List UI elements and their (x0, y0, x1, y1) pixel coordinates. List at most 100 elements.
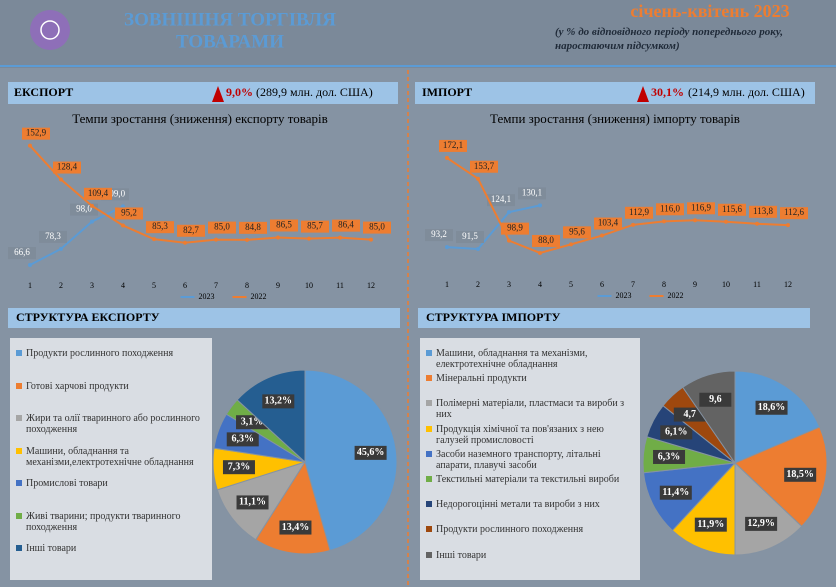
panel (418, 308, 810, 328)
slice (304, 369, 398, 552)
point (28, 143, 32, 148)
legend-label: Продукти рослинного походження (436, 524, 584, 536)
x-tick-label: 1 (28, 281, 32, 290)
data-label: 88,0 (538, 235, 554, 245)
data-label: 95,6 (569, 226, 585, 236)
label-bg (694, 517, 727, 532)
data-label: 112,9 (629, 207, 649, 217)
data-label: 4,7 (684, 409, 697, 420)
label-bg (501, 222, 529, 235)
data-label: 84,8 (245, 222, 261, 232)
label-bg (363, 221, 391, 234)
legend-label: 2022 (668, 291, 684, 300)
up-arrow (212, 86, 224, 102)
legend-label: Готові харчові продукти (26, 380, 129, 392)
label-bg (745, 516, 778, 531)
data-label: 45,6% (357, 447, 385, 458)
x-tick-label: 6 (183, 281, 187, 290)
legend-label: Інші товари (436, 549, 487, 561)
legend-swatch (16, 382, 22, 389)
data-label: 85,0 (214, 222, 230, 232)
legend-item: Продукти рослинного походження (426, 524, 634, 535)
x-tick-label: 2 (59, 281, 63, 290)
legend-label: Продукти рослинного походження (26, 348, 174, 359)
legend-item: Текстильні матеріали та текстильні вироб… (426, 474, 634, 485)
data-label: 11,9% (697, 519, 724, 530)
point (276, 235, 280, 240)
slice (734, 426, 828, 528)
point (538, 203, 542, 208)
chart-title: СТРУКТУРА ЕКСПОРТУ (16, 310, 160, 324)
chart-title: Темпи зростання (зниження) експорту това… (72, 111, 328, 126)
legend-swatch (16, 512, 22, 519)
label-bg (115, 207, 143, 220)
label-bg (659, 485, 692, 500)
x-tick-label: 7 (214, 281, 218, 290)
label-bg (653, 449, 686, 464)
data-label: 103,4 (598, 218, 619, 228)
up-arrow (637, 86, 649, 102)
label-bg (332, 219, 360, 232)
legend-item: Продукція хімічної та пов'язаних з нею г… (426, 424, 634, 446)
legend-label: Інші товари (26, 543, 77, 554)
legend-item: Жири та олії тваринного або рослинного п… (16, 413, 206, 435)
x-tick-label: 3 (507, 280, 511, 289)
data-label: 12,9% (747, 518, 775, 529)
label-bg (656, 203, 684, 216)
data-label: 13,2% (265, 396, 293, 407)
point (569, 242, 573, 247)
point (338, 235, 342, 240)
panel-label: ЕКСПОРТ (14, 85, 73, 99)
point (307, 236, 311, 241)
label-bg (456, 231, 484, 244)
legend-item: Полімерні матеріали, пластмаси та вироби… (426, 398, 634, 420)
label-bg (239, 221, 267, 234)
slice (236, 369, 306, 464)
point (245, 237, 249, 242)
point (59, 246, 63, 251)
legend-swatch (426, 400, 432, 407)
label-bg (301, 220, 329, 233)
x-tick-label: 4 (121, 281, 125, 290)
label-bg (222, 460, 255, 475)
legend-swatch (426, 375, 432, 382)
growth: 9,0% (226, 85, 253, 99)
legend-item: Живі тварини; продукти тваринного походж… (16, 511, 206, 533)
label-bg (699, 392, 732, 407)
legend-swatch (16, 415, 22, 421)
x-tick-label: 10 (305, 281, 313, 290)
x-tick-label: 11 (336, 281, 344, 290)
legend-label: Мінеральні продукти (436, 373, 527, 385)
legend-label: 2023 (199, 292, 215, 301)
label-bg (625, 206, 653, 219)
label-bg (53, 161, 81, 174)
legend-label: Машини, обладнання та механізми,електрот… (26, 445, 194, 468)
data-label: 109,4 (88, 188, 109, 198)
label-bg (518, 187, 546, 200)
point (121, 223, 125, 228)
point (755, 221, 759, 226)
x-tick-label: 9 (276, 281, 280, 290)
data-label: 116,9 (691, 202, 711, 212)
point (445, 155, 449, 160)
x-tick-label: 4 (538, 280, 542, 289)
x-tick-label: 7 (631, 280, 635, 289)
data-label: 78,3 (45, 231, 61, 241)
data-label: 95,2 (121, 208, 137, 218)
logo (30, 10, 70, 50)
x-tick-label: 5 (152, 281, 156, 290)
x-tick-label: 9 (693, 280, 697, 289)
title: ТОВАРАМИ (176, 31, 284, 52)
data-label: 172,1 (443, 140, 463, 150)
label-bg (279, 520, 312, 535)
point (476, 247, 480, 252)
label-bg (236, 495, 269, 510)
legend-item: Машини, обладнання та механізми, електро… (426, 348, 634, 370)
x-tick-label: 10 (722, 280, 730, 289)
data-label: 85,3 (152, 221, 168, 231)
panel-label: ІМПОРТ (422, 85, 472, 99)
label-bg (226, 432, 259, 447)
point (724, 219, 728, 224)
legend-label: Полімерні матеріали, пластмаси та вироби… (436, 398, 625, 421)
